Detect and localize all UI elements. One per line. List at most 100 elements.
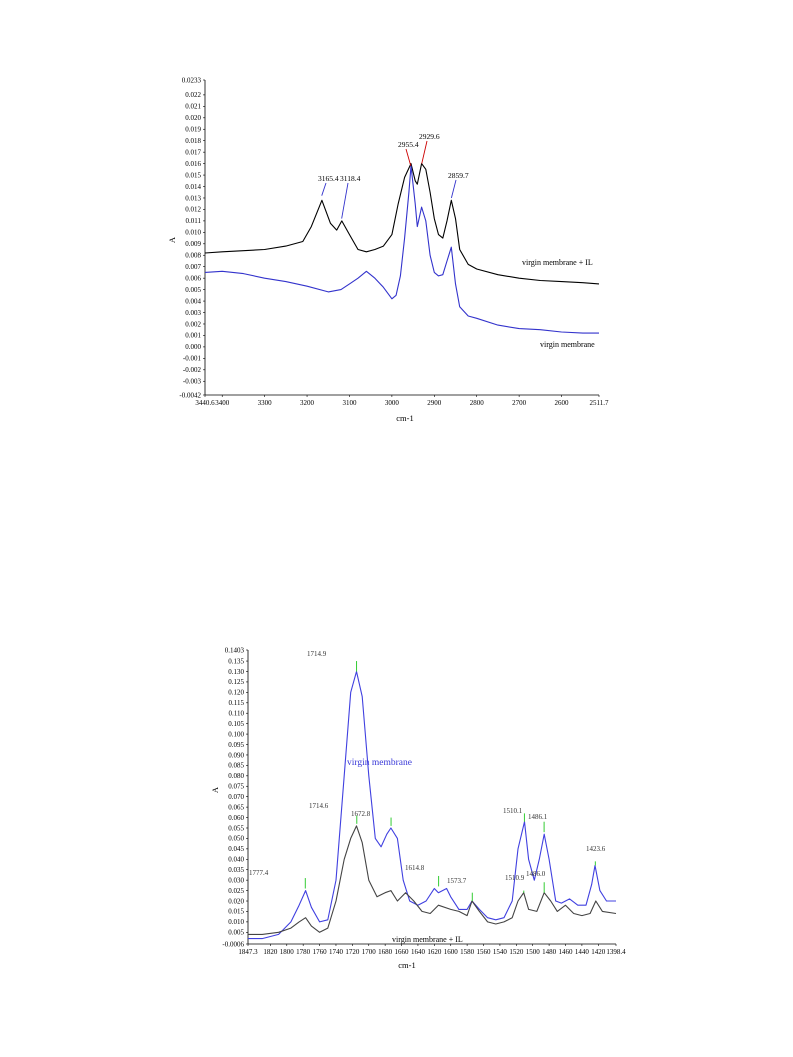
y-tick-label: 0.005 [185,286,201,294]
peak-label: 1510.1 [503,807,523,815]
y-tick-label: 0.1403 [225,646,245,654]
y-tick-label: 0.009 [185,240,201,248]
y-tick-label: 0.055 [228,824,244,832]
y-tick-label: 0.075 [228,783,244,791]
x-tick-label: 2700 [512,399,527,407]
y-tick-label: 0.000 [185,343,201,351]
y-tick-label: 0.011 [186,217,202,225]
x-tick-label: 1760 [313,948,328,956]
y-tick-label: 0.010 [185,229,201,237]
peak-label: 1777.4 [249,869,269,877]
y-tick-label: 0.012 [185,206,201,214]
x-tick-label: 3100 [342,399,357,407]
series-legend-label: virgin membrane [347,758,412,768]
peak-label: 1423.6 [586,845,606,853]
y-tick-label: 0.070 [228,793,244,801]
y-tick-label: 0.003 [185,309,201,317]
x-tick-label: 1540 [493,948,508,956]
peak-label: 1714.6 [309,802,329,810]
y-tick-label: 0.035 [228,866,244,874]
y-tick-label: -0.003 [183,378,202,386]
x-tick-label: 1560 [477,948,492,956]
x-tick-label: 1800 [280,948,295,956]
y-tick-label: 0.014 [185,183,201,191]
series-legend-label: virgin membrane + IL [392,935,463,944]
x-tick-label: 3440.6 [195,399,215,407]
y-tick-label: 0.105 [228,720,244,728]
x-tick-label: 1600 [444,948,459,956]
y-tick-label: 0.013 [185,194,201,202]
peak-label: 3118.4 [340,174,361,183]
peak-label: 2929.6 [419,132,440,141]
y-tick-label: 0.015 [228,908,244,916]
x-tick-label: 3300 [258,399,273,407]
peak-marker-line [421,140,428,164]
y-tick-label: 0.050 [228,835,244,843]
y-tick-label: -0.0006 [222,940,244,948]
peak-label: 3165.4 [318,174,339,183]
series-line-2 [248,825,617,935]
series-legend-label: virgin membrane [540,340,595,349]
x-tick-label: 1847.3 [238,948,258,956]
y-tick-label: 0.015 [185,171,201,179]
x-tick-label: 1580 [460,948,475,956]
y-tick-label: 0.022 [185,91,201,99]
series-line-2 [204,165,599,334]
peak-marker-line [321,182,327,196]
y-tick-label: 0.045 [228,845,244,853]
y-tick-label: 0.120 [228,689,244,697]
x-tick-label: 1680 [378,948,393,956]
y-tick-label: 0.095 [228,741,244,749]
y-tick-label: 0.060 [228,814,244,822]
y-tick-label: -0.0042 [179,391,201,399]
peak-marker-line [405,148,412,167]
peak-label: 1672.8 [351,810,371,818]
peak-marker-line [341,182,349,219]
x-tick-label: 1500 [526,948,541,956]
x-tick-label: 2900 [427,399,442,407]
y-tick-label: 0.006 [185,274,201,282]
y-tick-label: -0.001 [183,355,202,363]
y-tick-label: 0.080 [228,772,244,780]
x-tick-label: 1640 [411,948,426,956]
y-tick-label: 0.020 [228,897,244,905]
peak-label: 2859.7 [448,171,469,180]
y-tick-label: 0.001 [185,332,201,340]
x-tick-label: 1660 [395,948,410,956]
x-tick-label: 3400 [215,399,230,407]
x-axis-label: cm-1 [398,960,415,970]
peak-label: 1573.7 [447,877,467,885]
y-tick-label: 0.125 [228,678,244,686]
x-axis-label: cm-1 [396,413,413,423]
x-tick-label: 3200 [300,399,315,407]
y-tick-label: 0.004 [185,297,201,305]
y-tick-label: 0.085 [228,762,244,770]
x-tick-label: 1720 [345,948,360,956]
x-tick-label: 2511.7 [590,399,609,407]
x-tick-label: 1700 [362,948,377,956]
x-tick-label: 1820 [263,948,278,956]
y-tick-label: 0.020 [185,114,201,122]
x-tick-label: 1480 [542,948,557,956]
y-tick-label: 0.005 [228,929,244,937]
y-tick-label: 0.002 [185,320,201,328]
peak-label: 1486.1 [528,813,548,821]
x-tick-label: 1520 [509,948,524,956]
x-tick-label: 1740 [329,948,344,956]
y-tick-label: 0.018 [185,137,201,145]
y-tick-label: 0.016 [185,160,201,168]
y-tick-label: 0.100 [228,730,244,738]
y-tick-label: 0.115 [229,699,245,707]
y-tick-label: 0.019 [185,126,201,134]
peak-label: 1614.8 [405,864,425,872]
y-axis-label: A [167,236,177,243]
y-tick-label: -0.002 [183,366,202,374]
y-tick-label: 0.0233 [182,76,202,84]
x-tick-label: 1440 [575,948,590,956]
y-tick-label: 0.025 [228,887,244,895]
x-tick-label: 2800 [470,399,485,407]
series-legend-label: virgin membrane + IL [522,258,593,267]
peak-marker-line [450,179,457,199]
y-tick-label: 0.090 [228,751,244,759]
